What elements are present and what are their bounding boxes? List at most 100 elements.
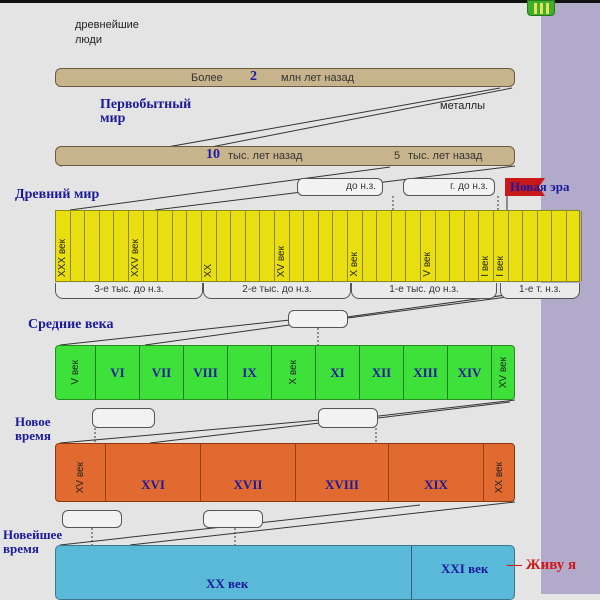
century-column bbox=[392, 211, 407, 281]
century-label: VII bbox=[151, 364, 172, 380]
bar2-left-suffix: тыс. лет назад bbox=[228, 150, 303, 162]
century-column bbox=[406, 211, 421, 281]
century-column bbox=[100, 211, 115, 281]
century-cell: VI bbox=[96, 346, 140, 399]
century-column: X век bbox=[348, 211, 363, 281]
century-column bbox=[523, 211, 538, 281]
ancient-people-label: древнейшие люди bbox=[75, 19, 139, 46]
century-cell: XV век bbox=[56, 444, 106, 501]
century-column: I век bbox=[494, 211, 509, 281]
century-cell: V век bbox=[56, 346, 96, 399]
century-cell: XII bbox=[360, 346, 404, 399]
century-label: XI bbox=[330, 364, 345, 380]
century-cell: XIV bbox=[448, 346, 492, 399]
ancient-world-title: Древний мир bbox=[15, 187, 100, 202]
modern-box-2 bbox=[318, 408, 378, 428]
new-era-label: Новая эра bbox=[510, 179, 570, 194]
century-label: XIV bbox=[457, 364, 482, 380]
century-label: XX bbox=[203, 263, 214, 277]
contemporary-time-bar: XX век XXI век bbox=[55, 545, 515, 600]
century-label: XV век bbox=[276, 245, 287, 277]
century-cell: XIX bbox=[389, 444, 484, 501]
century-column: XXX век bbox=[56, 211, 71, 281]
primitive-world-title: Первобытный мир bbox=[100, 97, 192, 126]
century-column: V век bbox=[421, 211, 436, 281]
bracket-3rd-millennium-bc: 3-е тыс. до н.з. bbox=[55, 283, 203, 299]
bar1-number: 2 bbox=[250, 69, 257, 84]
bracket-1st-millennium-bc: 1-е тыс. до н.з. bbox=[351, 283, 497, 299]
timeline-bar-thousands: 10 тыс. лет назад 5 тыс. лет назад bbox=[55, 146, 515, 166]
century-cell: VII bbox=[140, 346, 184, 399]
timeline-bar-millions: Более 2 млн лет назад bbox=[55, 68, 515, 87]
century-label: I век bbox=[480, 256, 492, 277]
century-column bbox=[260, 211, 275, 281]
century-column bbox=[450, 211, 465, 281]
century-cell: XX век bbox=[484, 444, 514, 501]
century-label: XX век bbox=[493, 461, 505, 493]
century-label: VIII bbox=[193, 364, 218, 380]
modern-time-bar: XV век XVI XVII XVIII XIX XX век bbox=[55, 443, 515, 502]
century-column: XX bbox=[202, 211, 217, 281]
century-column bbox=[187, 211, 202, 281]
century-column bbox=[173, 211, 188, 281]
middle-ages-box bbox=[288, 310, 348, 328]
century-cell: XVIII bbox=[296, 444, 389, 501]
bar2-right-suffix: тыс. лет назад bbox=[408, 150, 483, 162]
contemporary-time-title: Новейшее время bbox=[3, 527, 63, 556]
century-cell: XI bbox=[316, 346, 360, 399]
century-column bbox=[304, 211, 319, 281]
century-label: XII bbox=[371, 364, 392, 380]
century-label: XVIII bbox=[325, 477, 359, 492]
century-column bbox=[333, 211, 348, 281]
new-era-flag bbox=[505, 178, 545, 196]
century-label: XV век bbox=[497, 356, 509, 389]
century-column bbox=[231, 211, 246, 281]
century-cell: X век bbox=[272, 346, 316, 399]
century-cell: XVI bbox=[106, 444, 201, 501]
century-column bbox=[552, 211, 567, 281]
century-label: IX bbox=[242, 364, 257, 380]
bar2-left-number: 10 bbox=[206, 147, 220, 162]
metals-label: металлы bbox=[440, 100, 486, 112]
century-column bbox=[246, 211, 261, 281]
century-label: X век bbox=[288, 360, 299, 385]
contemporary-box-2 bbox=[203, 510, 263, 528]
bar1-suffix: млн лет назад bbox=[281, 72, 355, 84]
century-column bbox=[290, 211, 305, 281]
century-column bbox=[319, 211, 334, 281]
century-label: XXX век bbox=[57, 239, 68, 277]
century-label: XXV век bbox=[130, 239, 141, 277]
century-cell: XVII bbox=[201, 444, 296, 501]
top-bar bbox=[0, 0, 600, 3]
century-cell: IX bbox=[228, 346, 272, 399]
xx-century-label: XX век bbox=[206, 576, 249, 591]
middle-ages-bar: V век VI VII VIII IX X век XI XII XIII XIV XV век bbox=[55, 345, 515, 400]
century-column bbox=[217, 211, 232, 281]
bracket-1st-millennium-ad: 1-е т. н.з. bbox=[500, 283, 580, 299]
century-divider bbox=[411, 546, 412, 599]
century-column bbox=[363, 211, 378, 281]
century-label: X век bbox=[349, 252, 360, 277]
century-column bbox=[377, 211, 392, 281]
century-label: I век bbox=[495, 256, 506, 277]
bc-box-1: до н.з. bbox=[297, 178, 383, 196]
ancient-world-bar: XXX век XXV век XX XV век X век V век I век I в… bbox=[55, 210, 582, 282]
century-column bbox=[465, 211, 480, 281]
century-column: XV век bbox=[275, 211, 290, 281]
century-label: XVII bbox=[233, 477, 263, 492]
bar2-right-number: 5 bbox=[394, 150, 401, 162]
modern-time-title: Новое время bbox=[15, 414, 51, 443]
bar1-prefix: Более bbox=[191, 72, 223, 84]
century-label: XVI bbox=[141, 477, 165, 492]
i-live-note: — Живу я bbox=[507, 557, 577, 573]
century-cell: XV век bbox=[492, 346, 514, 399]
century-label: V век bbox=[422, 252, 433, 277]
century-column bbox=[158, 211, 173, 281]
century-label: XIX bbox=[424, 477, 448, 492]
app-icon[interactable] bbox=[527, 0, 555, 16]
century-column bbox=[71, 211, 86, 281]
century-column bbox=[114, 211, 129, 281]
century-label: XIII bbox=[413, 364, 438, 380]
modern-box-1 bbox=[92, 408, 155, 428]
century-cell: XIII bbox=[404, 346, 448, 399]
